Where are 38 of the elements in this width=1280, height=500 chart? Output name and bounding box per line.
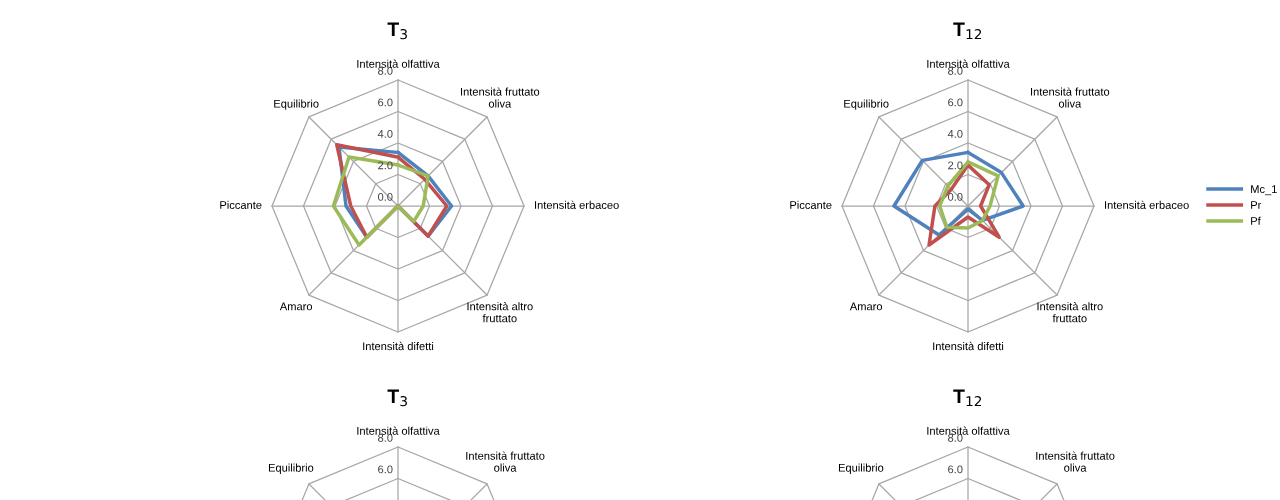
spoke-label: Intensità fruttato oliva [1031,87,1110,108]
text: Intensità fruttato oliva [466,451,545,472]
text: Intensità olfattiva [357,426,440,435]
spoke-label: Intensità difetti [363,341,434,351]
spoke-label: Intensità fruttato oliva [461,87,540,108]
y-tick-label: 6.0 [378,98,393,107]
legend-label: Mc_1 [1251,185,1277,196]
y-tick-label: 0.0 [947,192,963,201]
text: Intensità fruttato oliva [1036,451,1115,472]
y-tick-label: 4.0 [377,129,393,138]
chart-title: T$_{3}$ [387,22,407,40]
text: T$_{3}$ [387,389,407,407]
spoke-label: Intensità olfattiva [357,59,440,68]
text: T$_{12}$ [953,389,982,407]
y-tick-label: 2.0 [948,161,963,170]
chart-title: T$_{12}$ [953,22,982,40]
spoke-label: Equilibrio [274,99,319,110]
spoke-label: Intensità erbaceo [535,200,619,209]
spoke-label: Piccante [220,200,262,209]
y-tick-label: 6.0 [948,98,963,107]
spoke-label: Intensità difetti [933,341,1004,351]
spoke-label: Amaro [279,302,313,311]
spoke-label: Intensità altro fruttato [1037,302,1103,323]
spoke-label: Equilibrio [844,99,889,110]
y-tick-label: 8.0 [948,66,963,75]
spoke-label: Intensità olfattiva [927,59,1010,68]
y-tick-label: 0.0 [377,192,393,201]
text: Equilibrio [838,463,884,474]
y-tick-label: 4.0 [947,129,963,138]
spoke-label: Amaro [849,302,883,311]
spoke-label: Intensità altro fruttato [467,302,533,323]
spoke-label: Piccante [790,200,832,209]
legend-label: Pr [1251,201,1262,209]
text: Equilibrio [268,463,314,474]
text: Intensità olfattiva [927,426,1010,435]
y-tick-label: 8.0 [378,66,393,75]
legend-label: Pf [1251,216,1261,225]
spoke-label: Intensità erbaceo [1105,200,1189,209]
